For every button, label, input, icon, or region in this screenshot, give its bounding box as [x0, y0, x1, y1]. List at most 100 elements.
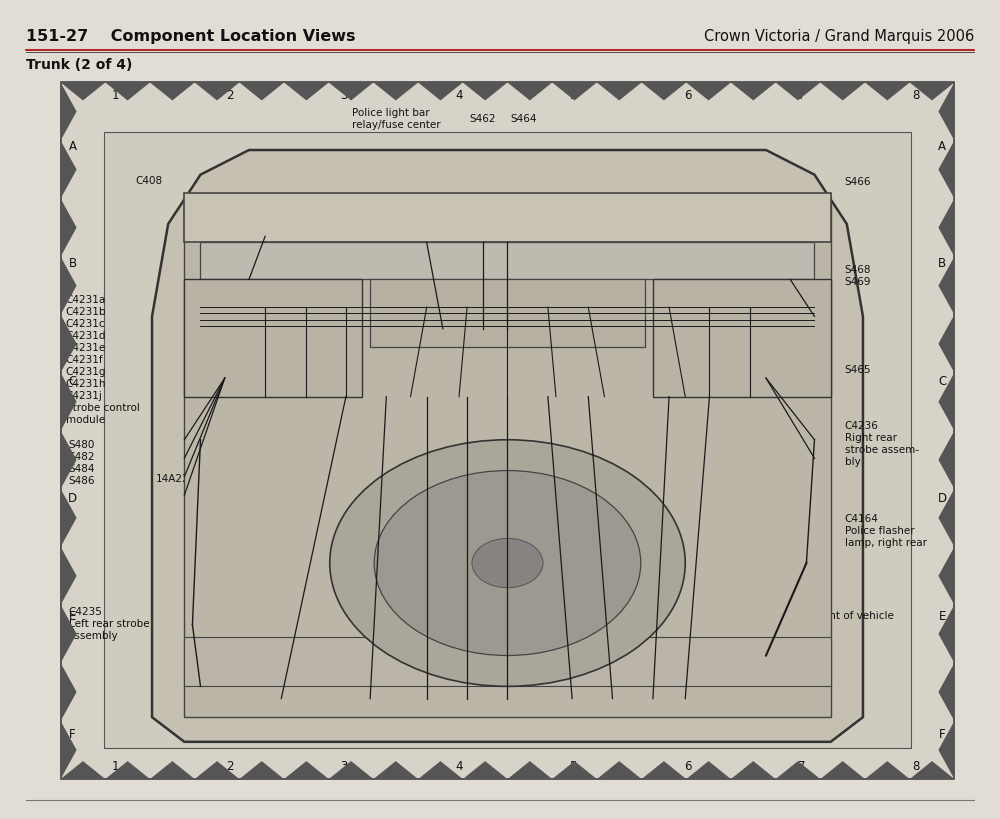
Polygon shape	[910, 83, 954, 101]
Polygon shape	[642, 761, 686, 779]
Polygon shape	[184, 637, 831, 686]
Text: 2: 2	[226, 759, 234, 772]
Text: 5: 5	[569, 89, 577, 102]
Polygon shape	[463, 761, 507, 779]
Ellipse shape	[330, 440, 685, 686]
Text: Police light bar
relay/fuse center: Police light bar relay/fuse center	[352, 108, 441, 130]
Polygon shape	[284, 761, 329, 779]
Polygon shape	[418, 83, 463, 101]
Polygon shape	[938, 547, 954, 605]
Polygon shape	[184, 279, 362, 396]
Text: 4: 4	[455, 89, 463, 102]
Text: S466: S466	[845, 177, 871, 188]
Polygon shape	[284, 83, 329, 101]
Polygon shape	[938, 431, 954, 489]
Polygon shape	[61, 431, 77, 489]
Polygon shape	[61, 721, 77, 779]
Polygon shape	[938, 141, 954, 198]
Polygon shape	[61, 547, 77, 605]
Polygon shape	[61, 373, 77, 431]
Bar	[61, 83, 954, 779]
Text: 3: 3	[341, 89, 348, 102]
Text: 151-27    Component Location Views: 151-27 Component Location Views	[26, 29, 355, 44]
Text: C4235
Left rear strobe
assembly: C4235 Left rear strobe assembly	[69, 607, 149, 640]
Polygon shape	[200, 242, 814, 279]
Polygon shape	[865, 83, 910, 101]
Text: C405: C405	[695, 618, 722, 629]
Text: Trunk (2 of 4): Trunk (2 of 4)	[26, 58, 132, 72]
Text: 7: 7	[798, 89, 806, 102]
Polygon shape	[239, 761, 284, 779]
Text: C4164
Police flasher
lamp, right rear: C4164 Police flasher lamp, right rear	[845, 514, 927, 548]
Polygon shape	[61, 489, 77, 547]
Text: 8: 8	[913, 89, 920, 102]
Polygon shape	[507, 83, 552, 101]
Polygon shape	[61, 198, 77, 256]
Polygon shape	[597, 83, 642, 101]
Text: E: E	[69, 610, 76, 623]
Text: 3: 3	[341, 759, 348, 772]
Polygon shape	[61, 83, 105, 101]
Polygon shape	[184, 193, 831, 242]
Ellipse shape	[472, 538, 543, 588]
Text: 1: 1	[112, 89, 119, 102]
Text: C: C	[68, 375, 77, 388]
Bar	[104, 132, 911, 748]
Ellipse shape	[374, 471, 641, 655]
Polygon shape	[329, 83, 373, 101]
Polygon shape	[150, 83, 195, 101]
Polygon shape	[731, 83, 776, 101]
Polygon shape	[938, 314, 954, 373]
Text: S480
S482
S484
S486: S480 S482 S484 S486	[69, 440, 95, 486]
Polygon shape	[61, 663, 77, 721]
Text: Emergency
flasher relay
block: Emergency flasher relay block	[460, 607, 525, 640]
Polygon shape	[150, 761, 195, 779]
Text: S487: S487	[195, 544, 222, 554]
Text: Crown Victoria / Grand Marquis 2006: Crown Victoria / Grand Marquis 2006	[704, 29, 974, 44]
Text: 1: 1	[112, 759, 119, 772]
Text: F: F	[69, 727, 76, 740]
Polygon shape	[184, 206, 831, 717]
Text: C4236
Right rear
strobe assem-
bly: C4236 Right rear strobe assem- bly	[845, 421, 919, 467]
Text: 6: 6	[684, 759, 691, 772]
Text: E: E	[939, 610, 946, 623]
Polygon shape	[418, 761, 463, 779]
Polygon shape	[329, 761, 373, 779]
Polygon shape	[776, 83, 820, 101]
Polygon shape	[820, 83, 865, 101]
Text: C408: C408	[136, 175, 163, 186]
Text: S462: S462	[469, 114, 496, 124]
Polygon shape	[686, 761, 731, 779]
Text: S468
S469: S468 S469	[845, 265, 871, 287]
Polygon shape	[373, 83, 418, 101]
Text: S465: S465	[845, 365, 871, 375]
Polygon shape	[61, 314, 77, 373]
Text: D: D	[938, 492, 947, 505]
Text: B: B	[938, 257, 946, 270]
Polygon shape	[61, 141, 77, 198]
Polygon shape	[731, 761, 776, 779]
Polygon shape	[552, 761, 597, 779]
Text: C4163
Police flasher
lamp, left rear: C4163 Police flasher lamp, left rear	[242, 607, 317, 640]
Text: C4231a
C4231b
C4231c
C4231d
C4231e
C4231f
C4231g
C4231h
C4231j
Strobe control
mo: C4231a C4231b C4231c C4231d C4231e C4231…	[66, 296, 139, 425]
Polygon shape	[776, 761, 820, 779]
Polygon shape	[686, 83, 731, 101]
Polygon shape	[61, 605, 77, 663]
Polygon shape	[105, 83, 150, 101]
Text: D: D	[68, 492, 77, 505]
Polygon shape	[370, 279, 645, 347]
Polygon shape	[597, 761, 642, 779]
Text: front of vehicle: front of vehicle	[815, 610, 893, 621]
Polygon shape	[938, 489, 954, 547]
Polygon shape	[61, 83, 77, 141]
Text: S475: S475	[345, 618, 372, 629]
Polygon shape	[938, 721, 954, 779]
Polygon shape	[105, 761, 150, 779]
Text: F: F	[939, 727, 946, 740]
Text: S464: S464	[510, 114, 536, 124]
Polygon shape	[910, 761, 954, 779]
Polygon shape	[938, 605, 954, 663]
Polygon shape	[938, 198, 954, 256]
Polygon shape	[938, 373, 954, 431]
Polygon shape	[653, 279, 831, 396]
